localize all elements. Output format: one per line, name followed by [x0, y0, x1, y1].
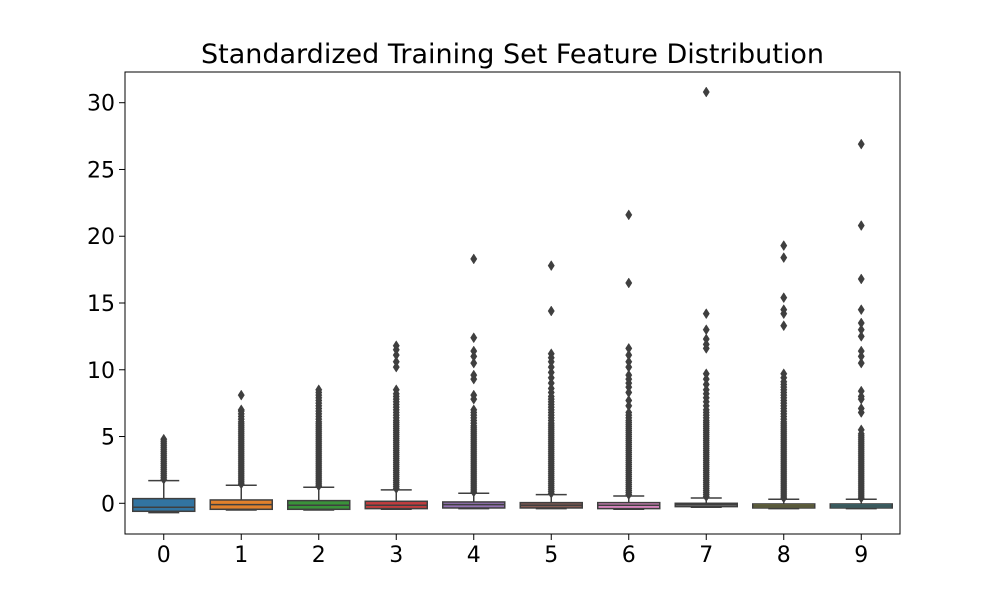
x-tick-label: 1 [234, 543, 248, 568]
outlier-point [702, 308, 710, 320]
outlier-point [625, 209, 633, 221]
outlier-point [625, 369, 633, 381]
outlier-point [470, 345, 478, 357]
outlier-point [237, 389, 245, 401]
y-axis: 0 5 10 15 20 25 30 [87, 92, 125, 517]
x-tick-label: 7 [699, 543, 713, 568]
box-plot-4 [442, 253, 506, 510]
box-plot-8 [752, 240, 816, 510]
chart-title: Standardized Training Set Feature Distri… [201, 39, 824, 70]
outlier-point [702, 368, 710, 380]
x-axis: 0 1 2 3 4 5 6 7 8 9 [157, 534, 868, 568]
box-plot-2 [287, 384, 351, 511]
outlier-point [470, 369, 478, 381]
x-tick-label: 3 [389, 543, 403, 568]
outlier-point [780, 320, 788, 332]
outlier-point [547, 348, 555, 360]
x-tick-label: 4 [467, 543, 481, 568]
outlier-point [702, 324, 710, 336]
outlier-point [857, 357, 865, 369]
outlier-point [625, 395, 633, 406]
outlier-point [857, 304, 865, 316]
y-tick-label: 15 [87, 292, 115, 317]
box-plot-1 [209, 389, 273, 511]
outlier-point [857, 330, 865, 342]
y-tick-label: 30 [87, 92, 115, 117]
outlier-point [780, 240, 788, 252]
box-plots [132, 86, 893, 514]
outlier-point [857, 385, 865, 397]
outlier-point [857, 317, 865, 329]
outlier-point [857, 220, 865, 232]
outlier-point [470, 404, 478, 416]
outlier-point [857, 273, 865, 285]
outlier-point [470, 389, 478, 401]
box-plot-9 [829, 138, 893, 510]
outlier-point [780, 252, 788, 264]
x-tick-label: 2 [312, 543, 326, 568]
y-tick-label: 0 [101, 492, 115, 517]
y-tick-label: 20 [87, 225, 115, 250]
outlier-point [780, 304, 788, 316]
outlier-point [780, 292, 788, 304]
outlier-point [857, 324, 865, 336]
box-plot-5 [519, 260, 583, 510]
outlier-point [702, 333, 710, 345]
box-plot-3 [364, 340, 428, 511]
outlier-point [780, 368, 788, 380]
box-plot-0 [132, 433, 196, 514]
outlier-point [392, 356, 400, 368]
outlier-point [160, 433, 168, 445]
outlier-point [315, 384, 323, 396]
y-tick-label: 5 [101, 426, 115, 451]
outlier-point [857, 424, 865, 436]
box-plot-6 [597, 209, 661, 511]
x-tick-label: 8 [777, 543, 791, 568]
y-tick-label: 10 [87, 359, 115, 384]
outlier-point [625, 407, 633, 418]
x-tick-label: 5 [544, 543, 558, 568]
outlier-point [625, 277, 633, 289]
outlier-point [625, 342, 633, 354]
outlier-point [237, 404, 245, 416]
outlier-point [470, 253, 478, 265]
outlier-point [470, 332, 478, 344]
outlier-point [392, 340, 400, 352]
y-tick-label: 25 [87, 158, 115, 183]
outlier-point [857, 345, 865, 357]
box [132, 497, 196, 513]
outlier-point [857, 138, 865, 150]
box-plot-7 [674, 86, 738, 509]
x-tick-label: 9 [854, 543, 868, 568]
outlier-point [547, 260, 555, 272]
outlier-point [470, 357, 478, 369]
outlier-point [702, 86, 710, 98]
outlier-point [857, 403, 865, 414]
outlier-point [547, 305, 555, 317]
plot-area-frame [124, 71, 901, 535]
outlier-point [625, 356, 633, 368]
x-tick-label: 0 [157, 543, 171, 568]
outlier-point [392, 384, 400, 396]
x-tick-label: 6 [622, 543, 636, 568]
outlier-point [625, 349, 633, 361]
